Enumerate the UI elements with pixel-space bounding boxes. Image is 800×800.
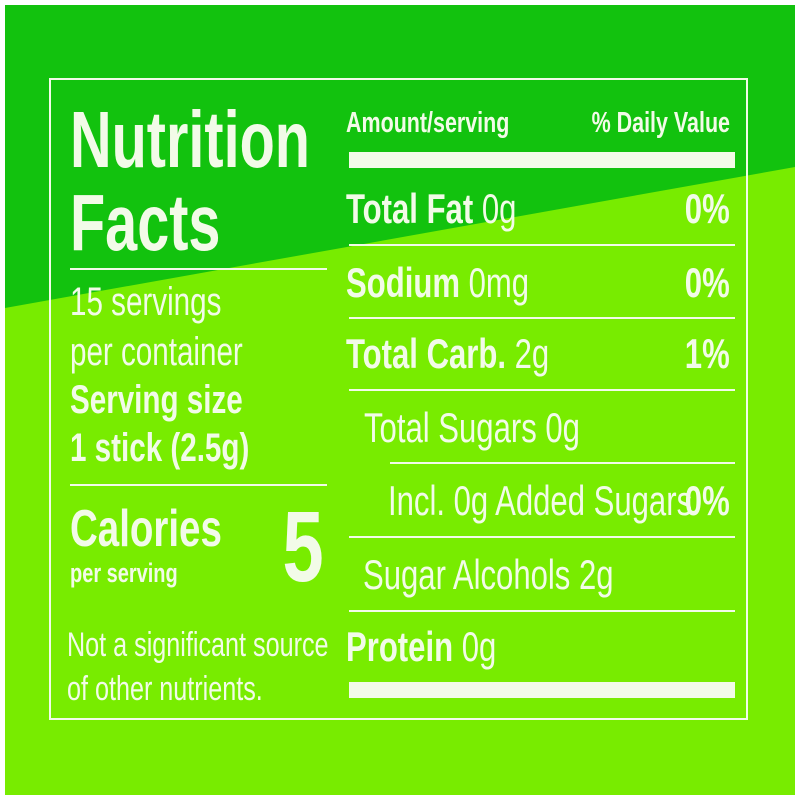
nutrient-amount: 0mg xyxy=(468,259,530,306)
title-line1: Nutrition xyxy=(70,95,310,184)
nutrient-amount: 0g xyxy=(461,623,497,670)
servings-per-container: 15 servings xyxy=(70,280,222,324)
nutrient-name: Incl. 0g Added Sugars xyxy=(388,477,693,524)
nutrient-row-sugar-alcohols: Sugar Alcohols 2g xyxy=(363,551,614,598)
divider xyxy=(70,268,327,270)
thick-bar xyxy=(349,152,735,168)
divider xyxy=(70,484,327,486)
calories-value: 5 xyxy=(282,491,324,603)
nutrition-facts-border xyxy=(49,78,748,720)
divider xyxy=(390,462,735,464)
nutrient-amount: 0g xyxy=(481,185,517,232)
servings-per-container-2: per container xyxy=(70,330,243,374)
footnote-line2: of other nutrients. xyxy=(67,670,263,708)
divider xyxy=(349,610,735,612)
divider xyxy=(349,244,735,246)
nutrient-name: Protein xyxy=(346,623,454,670)
calories-label: Calories xyxy=(70,500,222,558)
serving-size-label: Serving size xyxy=(70,378,243,422)
nutrient-dv: 0% xyxy=(685,185,730,232)
divider xyxy=(349,536,735,538)
calories-sub: per serving xyxy=(70,558,178,588)
divider xyxy=(349,317,735,319)
nutrient-amount: 2g xyxy=(514,330,550,377)
amount-per-serving-header: Amount/serving xyxy=(346,107,510,139)
nutrient-row-protein: Protein 0g xyxy=(346,626,496,668)
nutrient-dv: 0% xyxy=(685,259,730,306)
daily-value-header: % Daily Value xyxy=(591,107,730,139)
nutrient-name: Sodium xyxy=(346,259,460,306)
nutrient-name: Total Carb. xyxy=(346,330,507,377)
title-line2: Facts xyxy=(70,178,221,267)
nutrient-row-total-sugars: Total Sugars 0g xyxy=(364,404,580,451)
divider xyxy=(349,389,735,391)
thick-bar xyxy=(349,682,735,698)
serving-size-value: 1 stick (2.5g) xyxy=(70,426,250,470)
footnote-line1: Not a significant source xyxy=(67,626,329,664)
nutrient-dv: 0% xyxy=(685,477,730,524)
nutrient-dv: 1% xyxy=(685,330,730,377)
nutrient-name: Total Fat xyxy=(346,185,474,232)
